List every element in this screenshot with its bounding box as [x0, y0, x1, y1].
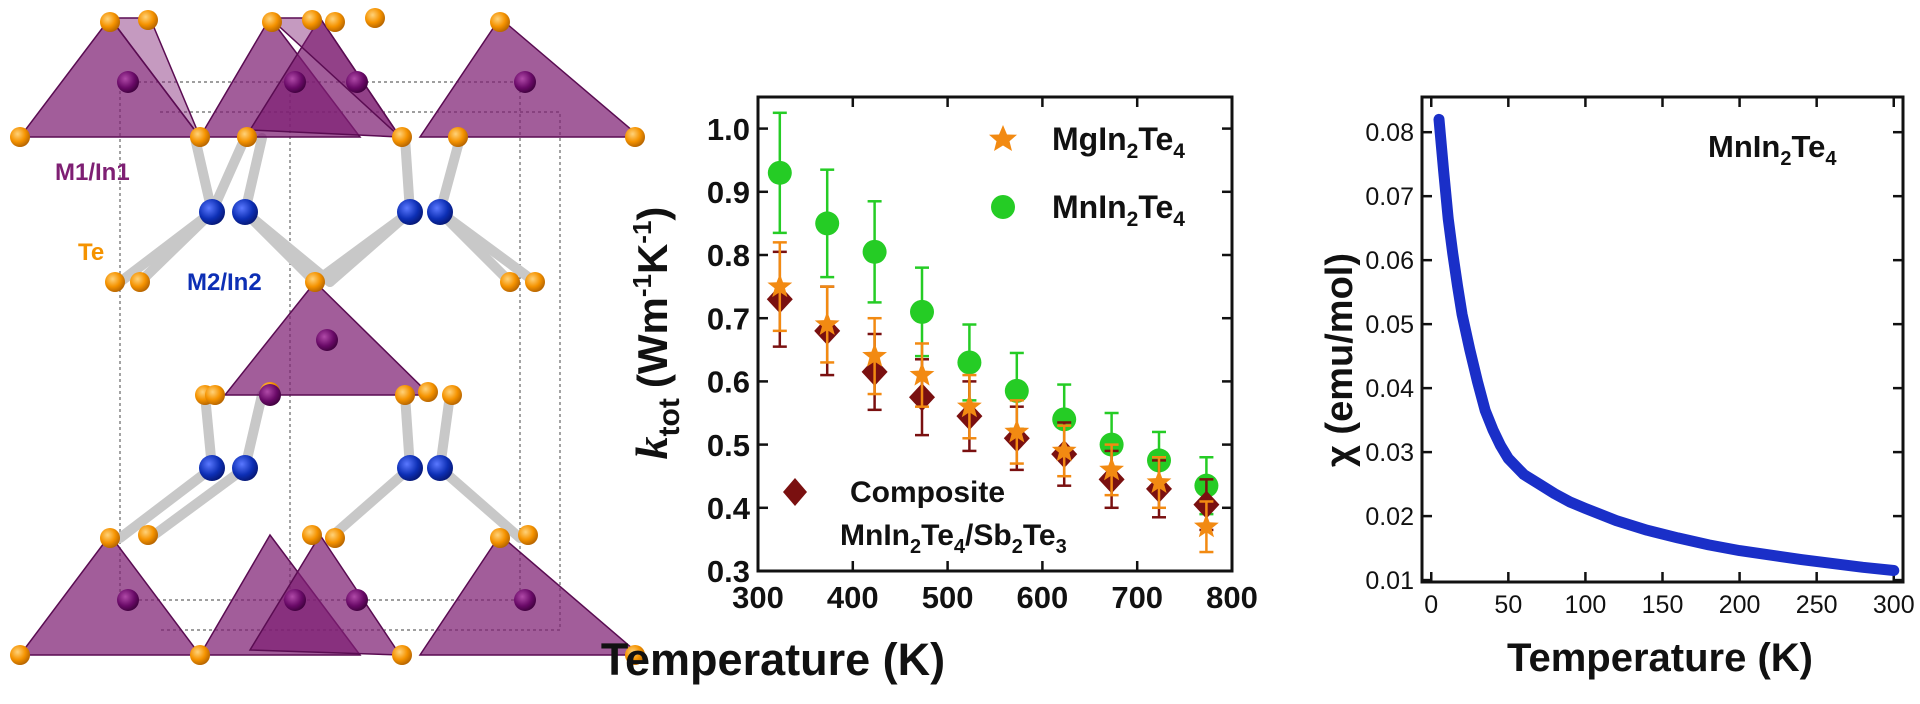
data-point-circle: [767, 160, 792, 185]
chart-b-xtick-label: 300: [732, 580, 784, 615]
chart-b-ylabel-unit-end: ): [629, 207, 676, 221]
data-point-star: [957, 393, 982, 418]
chart-b-marks: [766, 111, 1220, 554]
legend-marker-circle: [991, 195, 1015, 219]
data-point-circle: [815, 211, 840, 236]
chart-b-ylabel: ktot(Wm-1K-1): [626, 207, 686, 460]
data-point-star: [909, 362, 935, 386]
chart-c-ytick-label: 0.08: [1365, 119, 1414, 147]
crystal-structure: M1/In1 Te M2/In2: [10, 8, 645, 665]
chart-c-xtick-label: 100: [1565, 591, 1607, 619]
chart-b-plot-frame: [756, 95, 1234, 573]
data-point-star: [767, 273, 793, 298]
chart-b-ytick-label: 0.7: [707, 301, 750, 336]
chart-b-ylabel-unit-mid: K: [629, 244, 676, 274]
chart-b-ytick-label: 1.0: [707, 112, 750, 147]
chart-b-ytick-label: 0.8: [707, 238, 750, 273]
data-point-circle: [957, 350, 982, 375]
chart-c-ytick-label: 0.01: [1365, 567, 1414, 595]
bonds: [115, 133, 540, 543]
chart-b-xlabel: Temperature (K): [601, 634, 945, 685]
data-point-circle: [862, 239, 887, 264]
chart-c-ytick-label: 0.03: [1365, 439, 1414, 467]
chart-c-xtick-label: 150: [1642, 591, 1684, 619]
data-point-star: [814, 311, 840, 335]
m1-atoms: [117, 71, 536, 611]
data-point-star: [1194, 513, 1219, 538]
chart-c-xtick-label: 250: [1796, 591, 1838, 619]
chart-b-xtick-label: 800: [1206, 580, 1258, 615]
data-point-star: [1146, 469, 1172, 493]
chart-c-ytick-label: 0.05: [1365, 311, 1414, 339]
label-m1-in1: M1/In1: [55, 159, 130, 186]
chart-b-xtick-label: 500: [922, 580, 974, 615]
chart-b-ylabel-exp1: -1: [627, 274, 657, 297]
data-point-circle: [1004, 378, 1029, 403]
legend-label-composite: Composite: [850, 476, 1005, 509]
data-point-star: [1004, 419, 1030, 443]
label-m2-in2: M2/In2: [187, 269, 262, 296]
chart-b-ylabel-sub: tot: [653, 398, 686, 436]
chart-b-axes: 300 400 500 600 700 800 0.3 0.4 0.5 0.6 0.7 0.8 0.9 1…: [707, 95, 1258, 615]
data-point-star: [1099, 456, 1124, 481]
chart-b-ytick-label: 0.3: [707, 554, 750, 589]
chart-b-ylabel-exp2: -1: [627, 221, 657, 244]
chart-b-ytick-label: 0.9: [707, 175, 750, 210]
susceptibility-curve: [1433, 113, 1900, 576]
label-te: Te: [78, 239, 104, 266]
legend-label-mgin2te4: MgIn2Te4: [1052, 121, 1185, 163]
legend-label-composite-formula: MnIn2Te4/Sb2Te3: [840, 519, 1067, 558]
data-point-circle: [910, 299, 935, 324]
chart-c-xtick-label: 0: [1424, 591, 1438, 619]
susceptibility-chart: 0 50 100 150 200 250 300 0.01 0.02 0.03 0.04 0.05 0.…: [1319, 95, 1915, 680]
te-atoms: [10, 8, 645, 665]
chart-c-marks: [1433, 113, 1900, 576]
chart-c-ytick-label: 0.06: [1365, 247, 1414, 275]
chart-b-ytick-label: 0.5: [707, 428, 750, 463]
chart-c-xtick-label: 300: [1873, 591, 1915, 619]
data-point-star: [1051, 437, 1077, 462]
legend-label-mnin2te4: MnIn2Te4: [1052, 189, 1185, 231]
thermal-conductivity-chart: 300 400 500 600 700 800 0.3 0.4 0.5 0.6 0.7 0.8 0.9 1…: [601, 95, 1258, 685]
chart-c-ytick-label: 0.04: [1365, 375, 1414, 403]
svg-text:ktot(Wm-1K-1): ktot(Wm-1K-1): [626, 207, 686, 460]
chart-c-xtick-label: 50: [1494, 591, 1522, 619]
legend-marker-diamond: [783, 478, 807, 506]
chart-c-axes: 0 50 100 150 200 250 300 0.01 0.02 0.03 0.04 0.05 0.…: [1365, 95, 1915, 619]
chart-c-annotation: MnIn2Te4: [1708, 129, 1837, 170]
chart-b-ylabel-unit: (Wm: [629, 297, 676, 388]
chart-c-ytick-label: 0.02: [1365, 503, 1414, 531]
chart-b-ylabel-k: k: [626, 436, 677, 459]
chart-c-xtick-label: 200: [1719, 591, 1761, 619]
chart-c-xlabel: Temperature (K): [1507, 636, 1813, 680]
chart-b-xtick-label: 400: [827, 580, 879, 615]
data-point-star: [862, 343, 887, 367]
legend-marker-star: [989, 125, 1017, 151]
m2-atoms: [199, 199, 453, 481]
chart-b-xtick-label: 700: [1111, 580, 1163, 615]
chart-b-xtick-label: 600: [1017, 580, 1069, 615]
chart-c-ytick-label: 0.07: [1365, 183, 1414, 211]
chart-b-ytick-label: 0.6: [707, 365, 750, 400]
chart-b-ytick-label: 0.4: [707, 491, 751, 526]
chart-b-legend: MgIn2Te4 MnIn2Te4 Composite MnIn2Te4/Sb2…: [783, 121, 1185, 558]
chart-c-ylabel: χ (emu/mol): [1319, 253, 1361, 467]
